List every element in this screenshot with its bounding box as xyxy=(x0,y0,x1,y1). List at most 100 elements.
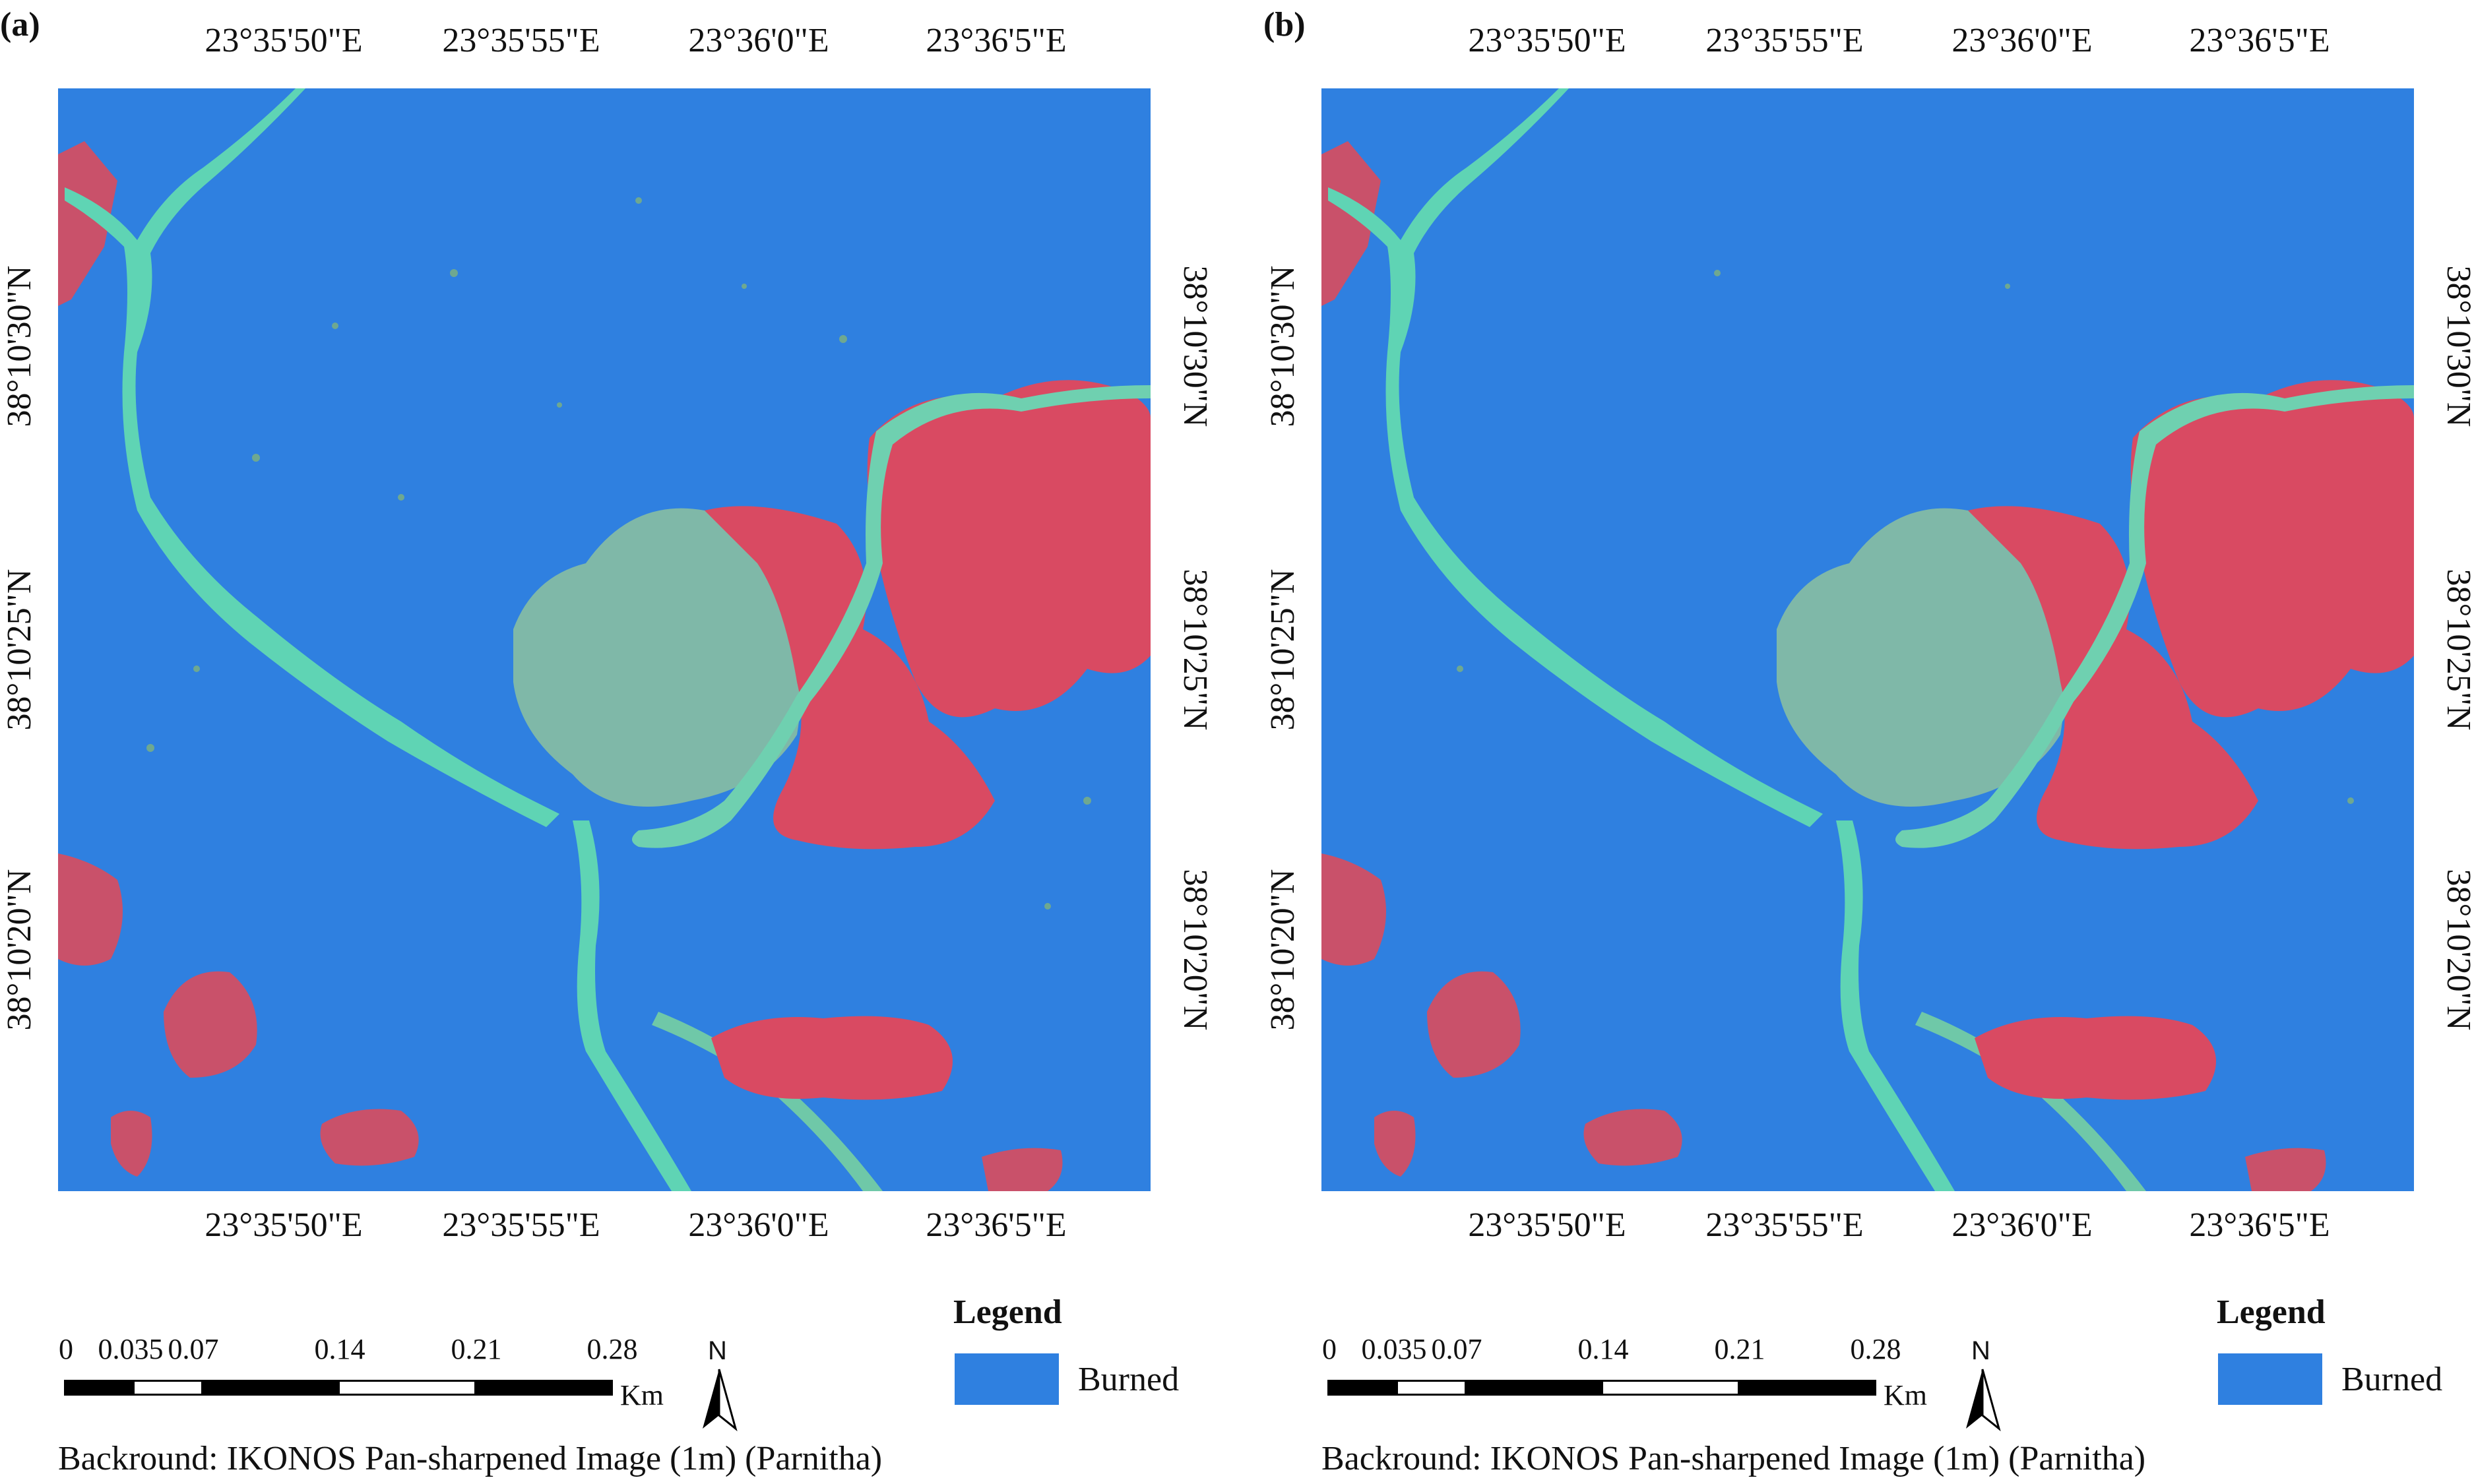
left-tick-text: 38°10'30"N xyxy=(1,265,38,427)
unburned-speckles xyxy=(146,197,1091,910)
right-tick-text: 38°10'20"N xyxy=(1176,869,1214,1031)
vegetation-patch xyxy=(2245,1148,2326,1191)
scale-bar: 0 0.035 0.07 0.14 0.21 0.28 Km xyxy=(0,1332,726,1411)
vegetation-patch xyxy=(58,141,117,306)
stream-path xyxy=(1915,1012,2146,1191)
panel-label: (b) xyxy=(1263,6,1306,44)
bottom-tick-label: 23°36'0"E xyxy=(688,1206,829,1244)
vegetation-patch xyxy=(711,1016,953,1100)
burned-area-map xyxy=(58,88,1151,1191)
vegetation-patch xyxy=(1968,506,2258,850)
map-panel-b: (b) 23°35'50"E 23°35'55"E 23°36'0"E 23°3… xyxy=(1263,0,2474,1484)
left-tick-text: 38°10'25"N xyxy=(1,569,38,731)
grass-patch xyxy=(1777,508,2066,807)
bottom-tick-label: 23°36'5"E xyxy=(926,1206,1067,1244)
scale-label: 0.14 xyxy=(314,1333,365,1365)
scale-label: 0.28 xyxy=(587,1333,638,1365)
scale-label: 0.28 xyxy=(1850,1333,1901,1365)
burned-area-map xyxy=(1321,88,2414,1191)
top-tick-label: 23°35'50"E xyxy=(1468,22,1626,59)
scale-label: 0.035 xyxy=(98,1333,164,1365)
top-tick-label: 23°35'55"E xyxy=(1705,22,1864,59)
right-tick-text: 38°10'25"N xyxy=(1176,569,1214,731)
vegetation-patch xyxy=(320,1109,419,1166)
vegetation-patch xyxy=(1321,853,1386,966)
scale-label: 0.21 xyxy=(1714,1333,1765,1365)
scale-label: 0.14 xyxy=(1577,1333,1629,1365)
top-tick-label: 23°35'50"E xyxy=(205,22,363,59)
vegetation-patch xyxy=(164,971,257,1078)
scale-label: 0 xyxy=(1322,1333,1337,1365)
right-tick-text: 38°10'30"N xyxy=(2440,265,2474,427)
scale-segment xyxy=(1396,1380,1467,1396)
legend-title: Legend xyxy=(953,1293,1062,1331)
vegetation-patch xyxy=(867,380,1151,718)
scale-label: 0 xyxy=(59,1333,73,1365)
legend-label-burned: Burned xyxy=(2341,1361,2443,1398)
legend-title: Legend xyxy=(2217,1293,2326,1331)
stream-path xyxy=(573,820,691,1191)
grass-patch xyxy=(513,508,802,807)
legend-label-burned: Burned xyxy=(1078,1361,1180,1398)
bottom-tick-label: 23°36'0"E xyxy=(1951,1206,2093,1244)
scale-segment xyxy=(201,1380,340,1396)
top-tick-label: 23°36'0"E xyxy=(1951,22,2093,59)
top-tick-label: 23°35'55"E xyxy=(442,22,600,59)
bottom-tick-label: 23°35'55"E xyxy=(442,1206,600,1244)
map-svg xyxy=(1321,88,2414,1191)
panel-label: (a) xyxy=(0,6,40,44)
map-svg xyxy=(58,88,1151,1191)
scale-label: 0.07 xyxy=(1431,1333,1482,1365)
top-tick-label: 23°36'5"E xyxy=(2189,22,2330,59)
scale-segment xyxy=(64,1380,135,1396)
vegetation-patch xyxy=(1321,141,1381,306)
scale-unit: Km xyxy=(620,1379,664,1411)
north-label: N xyxy=(708,1336,727,1365)
right-tick-text: 38°10'30"N xyxy=(1176,265,1214,427)
north-arrow: N xyxy=(1959,1336,2006,1435)
scale-label: 0.21 xyxy=(451,1333,502,1365)
scale-segment xyxy=(1465,1380,1603,1396)
scale-segment xyxy=(474,1380,613,1396)
north-arrow-icon xyxy=(1966,1369,2001,1432)
vegetation-patch xyxy=(1374,1111,1416,1177)
scale-bar: 0 0.035 0.07 0.14 0.21 0.28 Km xyxy=(1263,1332,1989,1411)
north-arrow-icon xyxy=(703,1369,738,1432)
scale-segment xyxy=(1601,1380,1740,1396)
legend-swatch-burned xyxy=(955,1353,1059,1405)
map-panel-a: (a) 23°35'50"E 23°35'55"E 23°36'0"E 23°3… xyxy=(0,6,1214,1477)
left-tick-text: 38°10'20"N xyxy=(1264,869,1302,1031)
vegetation-patch xyxy=(111,1111,152,1177)
background-caption: Backround: IKONOS Pan-sharpened Image (1… xyxy=(58,1440,883,1477)
vegetation-patch xyxy=(1975,1016,2216,1100)
scale-label: 0.035 xyxy=(1361,1333,1427,1365)
bottom-tick-label: 23°35'55"E xyxy=(1705,1206,1864,1244)
legend-swatch-burned xyxy=(2218,1353,2322,1405)
vegetation-patch xyxy=(1427,971,1521,1078)
scale-unit: Km xyxy=(1884,1379,1927,1411)
vegetation-patch xyxy=(705,506,995,850)
left-tick-text: 38°10'25"N xyxy=(1264,569,1302,731)
bottom-tick-label: 23°36'5"E xyxy=(2189,1206,2330,1244)
bottom-tick-label: 23°35'50"E xyxy=(205,1206,363,1244)
scale-segment xyxy=(1738,1380,1876,1396)
unburned-speckles xyxy=(1457,270,2354,804)
vegetation-patch xyxy=(58,853,123,966)
stream-path xyxy=(652,1012,883,1191)
stream-path xyxy=(65,88,559,827)
north-arrow: N xyxy=(696,1336,742,1435)
scale-label: 0.07 xyxy=(168,1333,219,1365)
vegetation-patch xyxy=(982,1148,1063,1191)
background-caption: Backround: IKONOS Pan-sharpened Image (1… xyxy=(1321,1440,2146,1477)
top-tick-label: 23°36'5"E xyxy=(926,22,1067,59)
north-label: N xyxy=(1971,1336,1990,1365)
top-tick-label: 23°36'0"E xyxy=(688,22,829,59)
stream-path xyxy=(1328,88,1823,827)
bottom-tick-label: 23°35'50"E xyxy=(1468,1206,1626,1244)
vegetation-patch xyxy=(2130,380,2414,718)
right-tick-text: 38°10'25"N xyxy=(2440,569,2474,731)
vegetation-patch xyxy=(1583,1109,1682,1166)
scale-segment xyxy=(133,1380,203,1396)
right-tick-text: 38°10'20"N xyxy=(2440,869,2474,1031)
left-tick-text: 38°10'20"N xyxy=(1,869,38,1031)
